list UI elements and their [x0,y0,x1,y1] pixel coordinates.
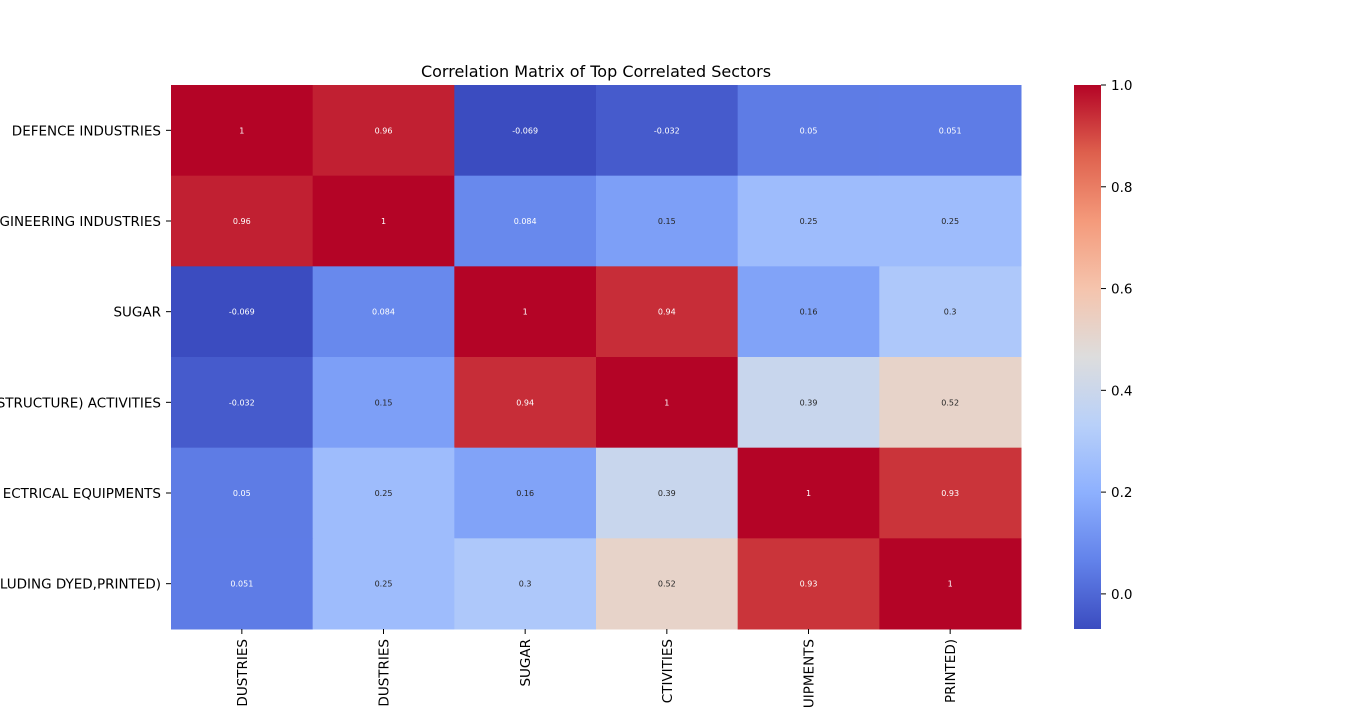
y-axis-ticks: DEFENCE INDUSTRIES GINEERING INDUSTRIES SU… [0,123,171,593]
heatmap-cell [596,538,739,630]
cell-value-label: -0.069 [229,308,255,317]
cell-value-label: 0.93 [941,489,959,498]
colorbar-tick-label: 0.2 [1111,485,1132,501]
heatmap-cell [737,447,880,539]
cell-value-label: 0.051 [230,580,253,589]
heatmap-cell [454,266,597,358]
y-tick-label: STRUCTURE) ACTIVITIES [0,395,161,411]
heatmap-cell [879,266,1022,358]
cell-value-label: 0.25 [375,489,393,498]
heatmap-cell [312,85,455,177]
cell-value-label: 1 [948,580,953,589]
cell-value-label: -0.032 [654,126,680,135]
heatmap-cell [879,357,1022,449]
x-tick-label: SUGAR [518,639,534,687]
heatmap-cell [171,175,314,267]
heatmap-cell [312,538,455,630]
cell-value-label: -0.069 [512,126,538,135]
cell-value-label: 0.25 [800,217,818,226]
heatmap-cell [312,447,455,539]
colorbar-gradient [1074,85,1101,629]
cell-value-label: 0.084 [372,308,395,317]
cell-value-label: 0.05 [233,489,251,498]
cell-value-label: 1 [806,489,811,498]
cell-value-label: 0.96 [375,126,393,135]
y-tick-label: LUDING DYED,PRINTED) [0,577,161,593]
y-tick-label: SUGAR [113,305,161,321]
heatmap-cell [596,266,739,358]
colorbar-tick-label: 0.6 [1111,282,1132,298]
cell-value-label: 0.39 [800,398,818,407]
heatmap-cell [737,85,880,177]
heatmap-cell [879,538,1022,630]
colorbar: 0.0 0.2 0.4 0.6 0.8 1.0 [1074,78,1132,629]
cell-value-label: 0.3 [944,308,957,317]
cell-value-label: 1 [381,217,386,226]
heatmap-cell [171,357,314,449]
heatmap-cell [454,357,597,449]
x-tick-label: CTIVITIES [660,639,676,703]
cell-value-label: -0.032 [229,398,255,407]
cell-value-label: 0.084 [514,217,537,226]
cell-value-label: 0.93 [800,580,818,589]
cell-value-label: 1 [664,398,669,407]
heatmap-cell [879,175,1022,267]
colorbar-tick-label: 0.0 [1111,587,1132,603]
cell-value-label: 1 [523,308,528,317]
cell-value-label: 0.05 [800,126,818,135]
heatmap-cell [879,447,1022,539]
cell-value-label: 0.051 [939,126,962,135]
heatmap-cell [454,85,597,177]
y-tick-label: ECTRICAL EQUIPMENTS [3,486,161,502]
heatmap-cell [879,85,1022,177]
cell-value-label: 0.16 [516,489,534,498]
cell-value-label: 0.39 [658,489,676,498]
cell-value-label: 0.52 [658,580,676,589]
y-tick-label: DEFENCE INDUSTRIES [12,123,161,139]
heatmap-cell [312,266,455,358]
heatmap-cell [596,447,739,539]
heatmap-cell [171,85,314,177]
cell-value-label: 0.3 [519,580,532,589]
cell-value-label: 0.25 [941,217,959,226]
heatmap-cell [454,447,597,539]
heatmap-cell [454,175,597,267]
heatmap-cell [737,357,880,449]
x-tick-label: PRINTED) [943,639,959,703]
heatmap-cell [171,538,314,630]
heatmap-cell [312,357,455,449]
colorbar-tick-label: 0.4 [1111,383,1132,399]
colorbar-tick-label: 1.0 [1111,78,1132,94]
heatmap-cell [737,538,880,630]
cell-value-label: 0.52 [941,398,959,407]
cell-value-label: 0.25 [375,580,393,589]
x-tick-label: DUSTRIES [377,639,393,707]
cell-value-label: 0.94 [516,398,534,407]
cell-value-label: 0.96 [233,217,251,226]
heatmap-cell [454,538,597,630]
heatmap-cell [737,266,880,358]
cell-value-label: 0.94 [658,308,676,317]
colorbar-tick-label: 0.8 [1111,180,1132,196]
heatmap-cell [596,85,739,177]
heatmap-cell [596,357,739,449]
heatmap-cell [312,175,455,267]
x-axis-ticks: DUSTRIES DUSTRIES SUGAR CTIVITIES UIPMENTS PR… [235,629,959,707]
cell-value-label: 0.16 [800,308,818,317]
cell-value-label: 0.15 [658,217,676,226]
cell-value-label: 0.15 [375,398,393,407]
cell-value-label: 1 [239,126,244,135]
x-tick-label: UIPMENTS [802,639,818,707]
chart-title: Correlation Matrix of Top Correlated Sec… [421,62,771,81]
x-tick-label: DUSTRIES [235,639,251,707]
heatmap-cell [737,175,880,267]
heatmap-cell [171,447,314,539]
y-tick-label: GINEERING INDUSTRIES [0,214,161,230]
heatmap-cell [171,266,314,358]
heatmap-cell [596,175,739,267]
